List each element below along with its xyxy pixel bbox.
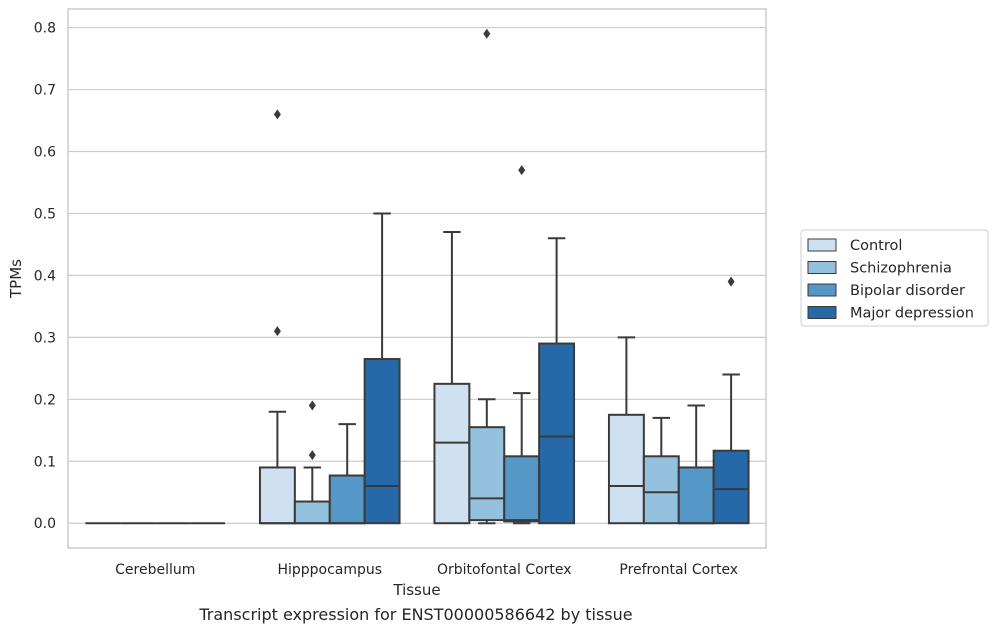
box-body [363, 358, 401, 525]
y-tick-label: 0.2 [34, 392, 56, 408]
legend-swatch [807, 238, 837, 252]
box-schizophrenia [642, 416, 680, 525]
outlier-point [273, 109, 281, 120]
y-tick-label: 0.0 [34, 516, 56, 532]
box-body [677, 466, 715, 525]
y-tick-labels: 0.0 0.1 0.2 0.3 0.4 0.5 0.6 0.7 0.8 [34, 21, 56, 533]
x-axis-label: Tissue [392, 581, 440, 599]
x-tick-label: Hipppocampus [277, 562, 382, 578]
y-tick-label: 0.7 [34, 83, 56, 99]
x-tick-label: Orbitofontal Cortex [437, 562, 572, 578]
legend-label: Bipolar disorder [850, 283, 965, 299]
box-bipolar-disorder [328, 423, 366, 525]
box-body [642, 455, 680, 525]
legend-swatch [807, 306, 837, 319]
legend-frame [800, 229, 989, 327]
y-tick-label: 0.3 [34, 330, 56, 346]
box-body [538, 342, 576, 525]
box-body [607, 413, 645, 525]
outlier-point [483, 28, 491, 39]
outlier-point [518, 165, 526, 176]
y-tick-label: 0.5 [34, 206, 56, 222]
box-control [258, 109, 296, 525]
x-tick-label: Cerebellum [115, 562, 195, 578]
boxes [85, 28, 750, 525]
legend-swatch [807, 283, 837, 297]
box-control [607, 336, 645, 525]
legend-label: Major depression [850, 306, 974, 322]
box-bipolar-disorder [677, 404, 715, 525]
outlier-point [727, 276, 735, 287]
y-tick-label: 0.1 [34, 454, 56, 470]
figure-caption: Transcript expression for ENST0000058664… [199, 605, 633, 624]
box-body [258, 466, 296, 525]
legend: Control Schizophrenia Bipolar disorder Majo… [800, 229, 989, 327]
x-tick-label: Prefrontal Cortex [619, 562, 738, 578]
outlier-point [273, 326, 281, 337]
x-tick-labels: Cerebellum Hipppocampus Orbitofontal Corte… [115, 562, 738, 578]
box-major-depression [538, 237, 576, 525]
box-body [468, 426, 506, 522]
box-bipolar-disorder [503, 165, 541, 525]
box-major-depression [363, 212, 401, 525]
plot-area-frame [67, 8, 767, 549]
box-body [328, 474, 366, 525]
box-major-depression [712, 276, 750, 525]
box-body [712, 449, 750, 525]
legend-label: Schizophrenia [850, 261, 952, 277]
box-control [433, 231, 471, 525]
y-axis-label: TPMs [7, 259, 25, 299]
box-body [433, 382, 471, 525]
box-schizophrenia [468, 28, 506, 525]
y-tick-label: 0.8 [34, 21, 56, 37]
legend-label: Control [850, 238, 902, 254]
y-tick-label: 0.6 [34, 144, 56, 160]
outlier-point [308, 450, 316, 461]
legend-swatch [807, 261, 837, 274]
box-body [293, 500, 331, 525]
outlier-point [308, 400, 316, 411]
box-schizophrenia [293, 400, 331, 525]
gridlines [68, 26, 766, 524]
box-body [503, 455, 541, 523]
y-tick-label: 0.4 [34, 268, 56, 284]
